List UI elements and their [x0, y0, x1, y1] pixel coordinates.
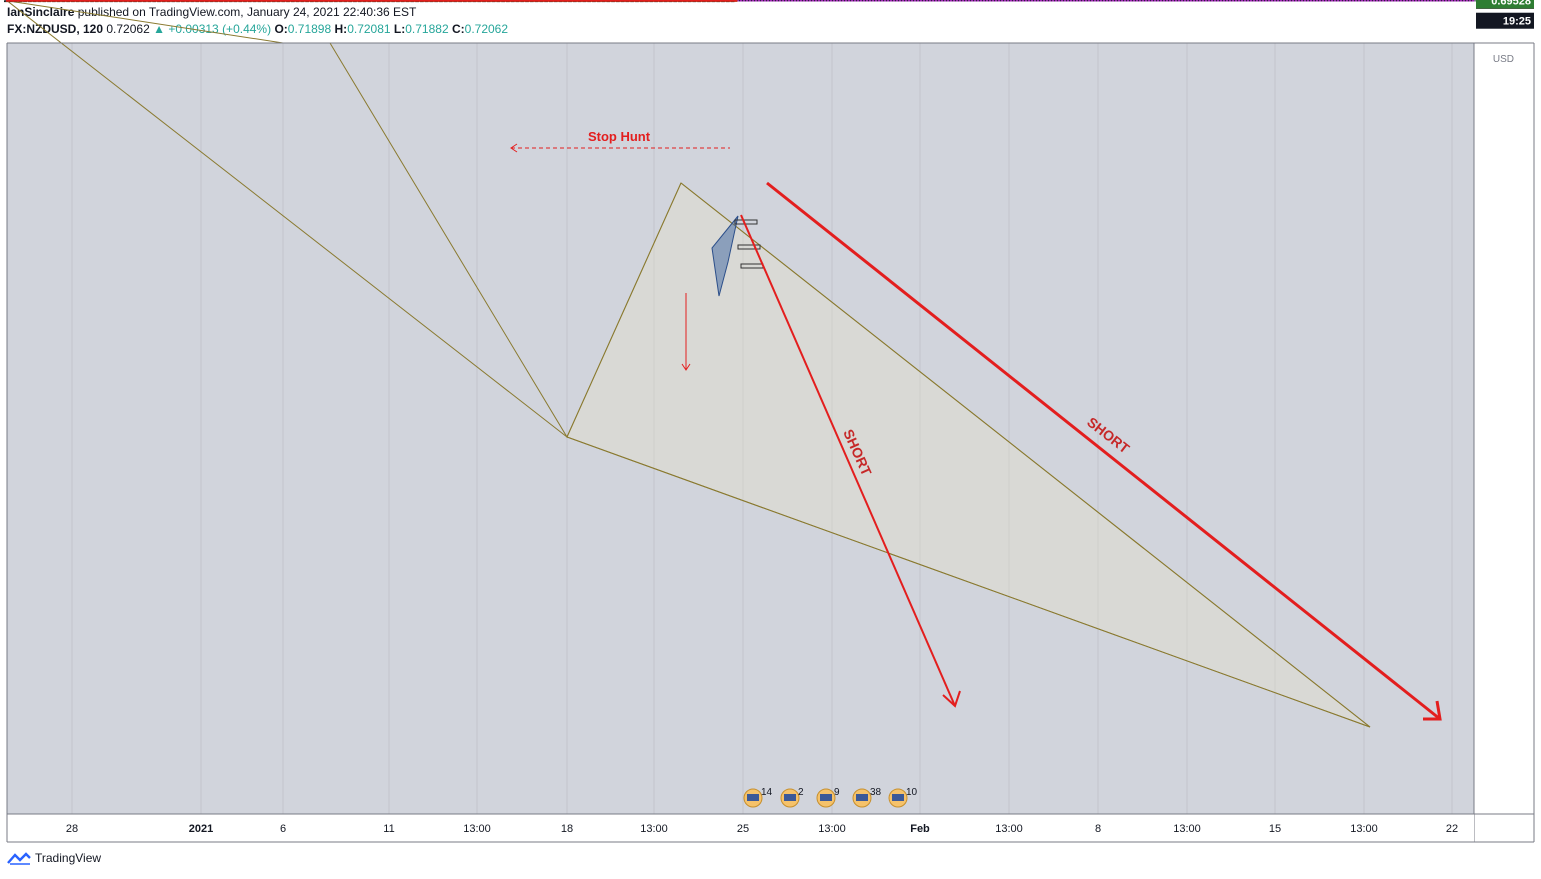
- high-value: 0.72081: [347, 22, 391, 36]
- event-badge-count: 10: [906, 787, 918, 798]
- close-label: C:: [451, 22, 465, 36]
- x-tick-label: 13:00: [463, 823, 491, 835]
- pattern-line: [6, 0, 568, 438]
- open-value: 0.71898: [287, 22, 332, 36]
- publish-date: published on TradingView.com, January 24…: [77, 5, 417, 19]
- x-tick-label: 13:00: [995, 823, 1023, 835]
- time-axis: [7, 814, 1474, 842]
- event-badge-count: 38: [870, 787, 882, 798]
- mini-pattern: [711, 215, 739, 297]
- price-label-bg: [1476, 0, 1534, 9]
- close-value: 0.72062: [464, 22, 509, 36]
- event-badge: 9: [816, 787, 840, 808]
- arrow-head: [510, 143, 518, 153]
- low-value: 0.71882: [405, 22, 449, 36]
- x-tick-label: 11: [383, 823, 394, 835]
- flag-icon: [892, 794, 904, 801]
- price-axis: [1474, 43, 1534, 814]
- x-tick-label: 25: [737, 823, 749, 835]
- stop-hunt-label: Stop Hunt: [588, 129, 651, 144]
- high-label: H:: [334, 22, 348, 36]
- flag-icon: [747, 794, 759, 801]
- x-tick-label: 13:00: [818, 823, 846, 835]
- price-label-text: 19:25: [1503, 16, 1531, 28]
- currency-label: USD: [1493, 54, 1514, 65]
- x-tick-label: 13:00: [640, 823, 668, 835]
- x-tick-label: 28: [66, 823, 78, 835]
- arrow-head: [942, 690, 961, 708]
- event-badge-count: 2: [798, 787, 804, 798]
- price-label-bg: [1476, 12, 1534, 29]
- price-change: +0.00313 (+0.44%): [168, 22, 272, 36]
- last-price: 0.72062: [106, 22, 150, 36]
- x-tick-label: 13:00: [1173, 823, 1201, 835]
- short-arrow-2: [766, 181, 1441, 721]
- event-badge-count: 9: [834, 787, 840, 798]
- plot-background: [7, 43, 1474, 814]
- symbol-label: FX:NZDUSD, 120: [7, 22, 104, 36]
- event-badge: 14: [743, 787, 773, 808]
- tradingview-footer[interactable]: TradingView: [7, 851, 101, 865]
- arrow-head: [1423, 700, 1442, 721]
- short-arrow-1: [740, 214, 956, 707]
- open-label: O:: [274, 22, 288, 36]
- event-badge: 38: [852, 787, 882, 808]
- flag-icon: [784, 794, 796, 801]
- x-tick-label: Feb: [910, 823, 930, 835]
- price-label-target: 0.69528: [1476, 0, 1534, 9]
- event-badge: 10: [888, 787, 918, 808]
- x-tick-label: 18: [561, 823, 573, 835]
- ohlc-legend: FX:NZDUSD, 120 0.72062 ▲ +0.00313 (+0.44…: [7, 22, 508, 36]
- tradingview-logo-icon: [7, 852, 31, 865]
- pattern-line: [566, 436, 1371, 728]
- low-label: L:: [393, 22, 406, 36]
- event-badge-count: 14: [761, 787, 773, 798]
- price-label-countdown: 19:25: [1476, 12, 1534, 29]
- x-tick-label: 8: [1095, 823, 1101, 835]
- flag-icon: [820, 794, 832, 801]
- arrow-head: [681, 363, 691, 371]
- pattern-line: [680, 182, 1371, 728]
- x-tick-label: 13:00: [1350, 823, 1378, 835]
- flag-icon: [856, 794, 868, 801]
- x-tick-label: 15: [1269, 823, 1281, 835]
- harmonic-pattern: [6, 0, 1371, 728]
- up-triangle-icon: ▲: [153, 22, 165, 36]
- target-marker: [737, 244, 761, 250]
- x-tick-label: 6: [280, 823, 286, 835]
- price-label-text: 0.69528: [1491, 0, 1531, 8]
- event-badge: 2: [780, 787, 804, 808]
- tradingview-brand: TradingView: [35, 851, 102, 865]
- x-tick-label: 22: [1446, 823, 1458, 835]
- x-tick-label: 2021: [189, 823, 213, 835]
